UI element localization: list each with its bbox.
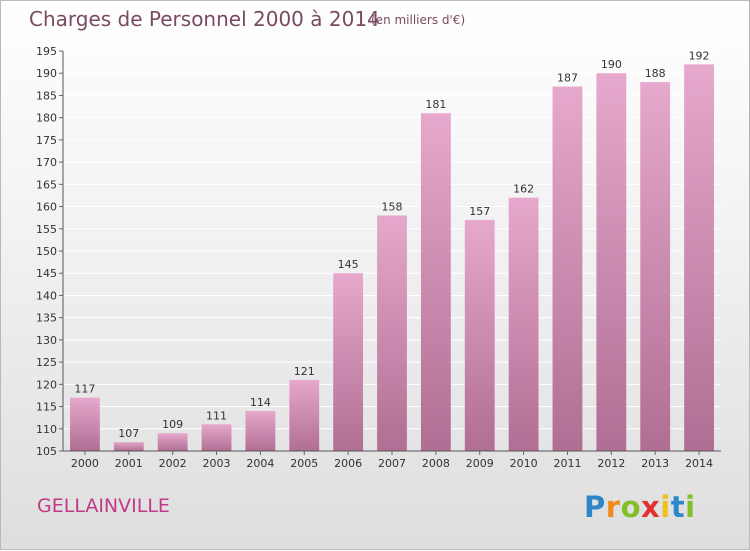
data-label: 114 — [250, 396, 271, 409]
x-tick-label: 2008 — [422, 457, 450, 470]
y-tick-label: 165 — [36, 178, 57, 191]
bar — [113, 442, 144, 451]
x-tick-label: 2000 — [71, 457, 99, 470]
y-tick-label: 195 — [36, 45, 57, 58]
y-tick-label: 180 — [36, 112, 57, 125]
y-tick-label: 115 — [36, 401, 57, 414]
bar — [333, 273, 364, 451]
x-tick-label: 2012 — [597, 457, 625, 470]
data-label: 107 — [118, 427, 139, 440]
bar — [201, 424, 232, 451]
data-label: 145 — [338, 258, 359, 271]
y-tick-label: 135 — [36, 312, 57, 325]
data-label: 158 — [382, 200, 403, 213]
data-label: 162 — [513, 183, 534, 196]
proxiti-logo: Proxiti — [584, 490, 696, 524]
chart-title: Charges de Personnel 2000 à 2014 — [29, 7, 380, 31]
axes: 105 110 115 120 125 130 135 140 145 150 155 160 165 1… — [36, 45, 721, 470]
y-tick-label: 125 — [36, 356, 57, 369]
data-label: 188 — [645, 67, 666, 80]
x-tick-label: 2013 — [641, 457, 669, 470]
y-tick-label: 155 — [36, 223, 57, 236]
y-tick-label: 185 — [36, 89, 57, 102]
bar — [420, 113, 451, 451]
x-tick-label: 2003 — [203, 457, 231, 470]
y-tick-label: 145 — [36, 267, 57, 280]
bar — [640, 82, 671, 451]
x-tick-label: 2006 — [334, 457, 362, 470]
bar — [289, 379, 320, 451]
y-tick-label: 160 — [36, 201, 57, 214]
data-labels: 117 107 109 111 114 121 145 158 181 157 162 187 190 1… — [74, 49, 709, 440]
bar — [157, 433, 188, 451]
y-tick-label: 120 — [36, 378, 57, 391]
x-tick-label: 2009 — [466, 457, 494, 470]
data-label: 190 — [601, 58, 622, 71]
y-tick-label: 140 — [36, 289, 57, 302]
data-label: 157 — [469, 205, 490, 218]
bar — [464, 219, 495, 451]
chart-subtitle: (en milliers d'€) — [371, 13, 466, 27]
x-tick-label: 2002 — [159, 457, 187, 470]
x-tick-label: 2005 — [290, 457, 318, 470]
x-tick-label: 2007 — [378, 457, 406, 470]
bar — [245, 411, 276, 451]
data-label: 111 — [206, 409, 227, 422]
x-tick-label: 2011 — [553, 457, 581, 470]
x-tick-label: 2014 — [685, 457, 713, 470]
y-tick-label: 105 — [36, 445, 57, 458]
bar — [596, 73, 627, 451]
bar — [377, 215, 407, 451]
data-label: 181 — [425, 98, 446, 111]
y-tick-label: 190 — [36, 67, 57, 80]
x-tick-label: 2001 — [115, 457, 143, 470]
y-tick-label: 150 — [36, 245, 57, 258]
data-label: 121 — [294, 365, 315, 378]
data-label: 109 — [162, 418, 183, 431]
y-tick-label: 175 — [36, 134, 57, 147]
bar — [70, 397, 100, 451]
town-name: GELLAINVILLE — [37, 495, 170, 517]
y-tick-label: 110 — [36, 423, 57, 436]
y-tick-label: 130 — [36, 334, 57, 347]
y-tick-label: 170 — [36, 156, 57, 169]
x-tick-label: 2010 — [510, 457, 538, 470]
data-label: 192 — [689, 49, 710, 62]
data-label: 187 — [557, 72, 578, 85]
data-label: 117 — [74, 383, 95, 396]
x-tick-label: 2004 — [246, 457, 274, 470]
bars — [70, 64, 714, 452]
bar — [684, 64, 714, 452]
bar — [508, 197, 539, 451]
bar — [552, 86, 583, 452]
